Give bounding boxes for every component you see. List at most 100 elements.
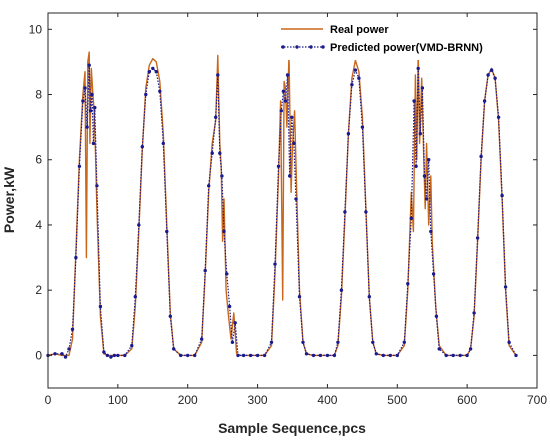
data-point-predicted-power xyxy=(503,285,508,289)
data-point-predicted-power xyxy=(500,193,504,198)
data-point-predicted-power xyxy=(285,73,290,77)
data-point-predicted-power xyxy=(332,353,337,358)
data-point-predicted-power xyxy=(409,216,413,221)
data-point-predicted-power xyxy=(427,158,431,162)
data-point-predicted-power xyxy=(364,210,368,214)
legend-marker xyxy=(321,45,325,49)
data-point-predicted-power xyxy=(479,154,483,159)
data-point-predicted-power xyxy=(95,184,99,188)
data-point-predicted-power xyxy=(318,353,323,358)
data-point-predicted-power xyxy=(343,210,347,214)
data-point-predicted-power xyxy=(154,70,158,74)
data-point-predicted-power xyxy=(83,86,87,90)
data-point-predicted-power xyxy=(288,174,292,178)
data-point-predicted-power xyxy=(486,73,490,77)
y-tick-label: 10 xyxy=(29,22,43,36)
data-point-predicted-power xyxy=(422,174,427,178)
data-point-predicted-power xyxy=(105,353,110,358)
legend-marker xyxy=(309,45,313,49)
data-point-predicted-power xyxy=(87,63,91,67)
y-axis-title: Power,kW xyxy=(1,166,17,233)
data-point-predicted-power xyxy=(402,340,406,344)
data-point-predicted-power xyxy=(325,353,330,358)
data-point-predicted-power xyxy=(63,355,68,359)
data-point-predicted-power xyxy=(255,353,260,358)
data-point-predicted-power xyxy=(371,340,375,344)
data-point-predicted-power xyxy=(412,99,416,103)
data-point-predicted-power xyxy=(77,164,82,168)
legend: Real power Predicted power(VMD-BRNN) xyxy=(273,18,525,60)
y-tick-label: 8 xyxy=(35,88,42,102)
data-point-predicted-power xyxy=(418,132,422,136)
data-point-predicted-power xyxy=(294,197,298,201)
data-point-predicted-power xyxy=(367,295,371,299)
y-tick-label: 2 xyxy=(35,283,42,297)
data-point-predicted-power xyxy=(130,343,134,348)
x-tick-label: 300 xyxy=(248,393,268,407)
data-point-predicted-power xyxy=(374,352,378,356)
data-point-predicted-power xyxy=(357,76,361,80)
data-point-predicted-power xyxy=(186,353,190,358)
data-point-predicted-power xyxy=(168,314,172,318)
series-layer xyxy=(46,51,518,359)
x-tick-label: 500 xyxy=(387,393,407,407)
data-point-predicted-power xyxy=(133,295,137,299)
data-point-predicted-power xyxy=(214,115,218,120)
data-point-predicted-power xyxy=(434,314,439,318)
data-point-predicted-power xyxy=(420,86,425,90)
legend-label-real-power: Real power xyxy=(330,24,389,36)
data-point-predicted-power xyxy=(140,145,144,149)
data-point-predicted-power xyxy=(416,66,420,71)
data-point-predicted-power xyxy=(210,151,214,155)
data-point-predicted-power xyxy=(233,321,237,325)
data-point-predicted-power xyxy=(53,352,57,356)
x-tick-label: 100 xyxy=(108,393,128,407)
data-point-predicted-power xyxy=(381,353,385,358)
data-point-predicted-power xyxy=(437,347,441,351)
data-point-predicted-power xyxy=(88,109,93,113)
data-point-predicted-power xyxy=(489,68,494,72)
data-point-predicted-power xyxy=(216,73,220,77)
data-point-predicted-power xyxy=(507,340,511,344)
legend-markers-predicted-power xyxy=(281,45,325,49)
data-point-predicted-power xyxy=(241,353,246,358)
data-point-predicted-power xyxy=(276,164,281,168)
x-axis-title: Sample Sequence,pcs xyxy=(218,420,366,436)
y-tick-label: 6 xyxy=(35,153,42,167)
data-point-predicted-power xyxy=(151,66,155,71)
data-point-predicted-power xyxy=(203,268,207,273)
x-tick-label: 0 xyxy=(45,393,52,407)
data-point-predicted-power xyxy=(451,353,455,358)
data-point-predicted-power xyxy=(109,355,113,359)
data-point-predicted-power xyxy=(220,174,224,178)
data-point-predicted-power xyxy=(165,229,169,234)
data-point-predicted-power xyxy=(273,262,277,266)
data-point-predicted-power xyxy=(475,236,480,240)
x-tick-label: 700 xyxy=(527,393,547,407)
data-point-predicted-power xyxy=(70,327,75,331)
data-point-predicted-power xyxy=(406,282,410,286)
data-point-predicted-power xyxy=(290,115,294,120)
data-point-predicted-power xyxy=(147,70,151,74)
data-point-predicted-power xyxy=(200,337,204,341)
data-point-predicted-power xyxy=(360,125,365,129)
data-point-predicted-power xyxy=(350,83,354,87)
data-point-predicted-power xyxy=(514,353,518,358)
data-point-predicted-power xyxy=(262,353,267,358)
x-tick-label: 600 xyxy=(457,393,477,407)
data-point-predicted-power xyxy=(414,164,418,168)
y-tick-label: 0 xyxy=(35,348,42,362)
data-point-predicted-power xyxy=(304,352,309,356)
data-point-predicted-power xyxy=(218,151,222,155)
axes-frame xyxy=(47,12,538,389)
x-tick-label: 400 xyxy=(317,393,337,407)
y-tick-label: 4 xyxy=(35,218,42,232)
data-point-predicted-power xyxy=(279,109,283,113)
plot-area xyxy=(48,13,537,388)
data-point-predicted-power xyxy=(225,272,229,276)
data-point-predicted-power xyxy=(297,295,302,299)
data-point-predicted-power xyxy=(388,353,392,358)
data-point-predicted-power xyxy=(482,99,487,103)
ticks-layer: 0 100 200 300 400 500 600 700 0 2 4 6 8 10 xyxy=(29,13,547,407)
